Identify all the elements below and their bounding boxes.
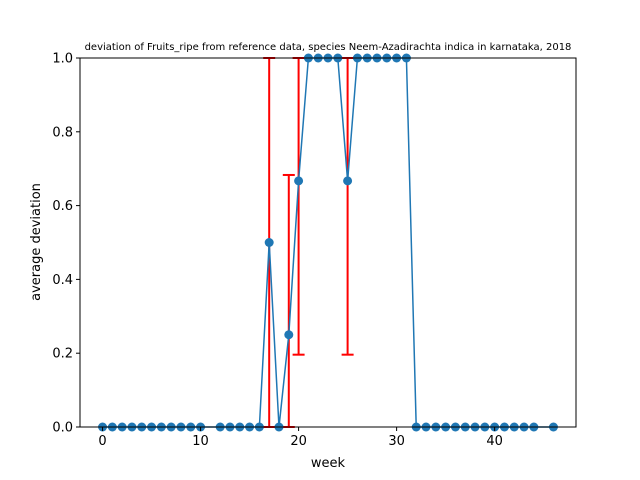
data-point [284,330,294,340]
chart-title: deviation of Fruits_ripe from reference … [85,42,572,53]
x-tick-label: 0 [98,434,106,449]
data-point [294,176,304,186]
x-tick-label: 30 [388,434,405,449]
y-tick-label: 0.0 [52,421,73,436]
y-tick-label: 0.6 [52,199,73,214]
y-tick-label: 0.2 [52,347,73,362]
plot-frame [79,57,577,428]
x-axis: 0 10 20 30 40 [98,427,503,449]
error-bar [292,57,305,356]
data-point [343,176,353,186]
x-axis-label: week [311,456,346,471]
y-axis: 0.0 0.2 0.4 0.6 0.8 1.0 [52,52,80,436]
series-line [102,57,554,428]
plot-area [98,53,558,432]
x-tick-label: 20 [290,434,307,449]
error-bar [341,57,354,356]
y-tick-label: 0.4 [52,273,73,288]
y-tick-label: 1.0 [52,52,73,67]
x-tick-label: 40 [486,434,503,449]
data-point [264,238,274,247]
error-bar [282,173,295,428]
y-tick-label: 0.8 [52,125,73,140]
x-tick-label: 10 [192,434,209,449]
y-axis-label: average deviation [29,183,44,301]
